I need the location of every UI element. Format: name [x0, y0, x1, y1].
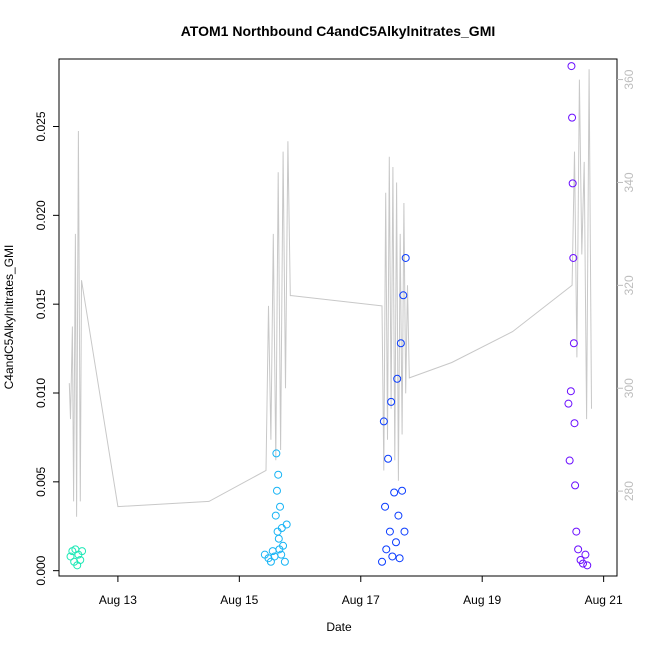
right-axis: 280 300 320 340 360	[617, 69, 636, 501]
data-point	[568, 113, 577, 122]
y2-tick-label: 340	[622, 172, 636, 192]
x-tick-label: Aug 19	[463, 593, 501, 607]
y2-tick-label: 320	[622, 275, 636, 295]
plot-frame	[58, 58, 618, 577]
x-tick-label: Aug 21	[585, 593, 623, 607]
x-tick-label: Aug 15	[220, 593, 258, 607]
left-axis: 0.000 0.005 0.010 0.015 0.020 0.025	[34, 111, 59, 586]
data-point	[566, 387, 575, 396]
y-tick-label: 0.000	[34, 555, 48, 585]
data-point	[279, 541, 288, 550]
data-point	[570, 419, 579, 428]
secondary-series-layer	[68, 69, 592, 517]
data-point	[76, 556, 85, 565]
data-point	[78, 547, 87, 556]
data-point	[379, 417, 388, 426]
data-point	[381, 502, 390, 511]
data-point	[272, 486, 281, 495]
data-point	[564, 399, 573, 408]
data-point	[385, 527, 394, 536]
data-point	[565, 456, 574, 465]
data-point	[388, 552, 397, 561]
data-point	[395, 554, 404, 563]
data-point	[400, 527, 409, 536]
data-point	[271, 511, 280, 520]
data-point	[382, 545, 391, 554]
data-point	[393, 374, 402, 383]
data-point	[569, 339, 578, 348]
bottom-axis: Aug 13 Aug 15 Aug 17 Aug 19 Aug 21	[99, 576, 623, 607]
data-point	[391, 538, 400, 547]
data-point	[378, 557, 387, 566]
data-point	[398, 486, 407, 495]
y-tick-label: 0.025	[34, 111, 48, 141]
chart-title: ATOM1 Northbound C4andC5Alkylnitrates_GM…	[181, 23, 496, 39]
data-point	[384, 454, 393, 463]
y-tick-label: 0.015	[34, 289, 48, 319]
y-tick-label: 0.010	[34, 378, 48, 408]
data-point	[569, 253, 578, 262]
data-point	[396, 339, 405, 348]
y-tick-label: 0.020	[34, 200, 48, 230]
x-axis-label: Date	[326, 620, 352, 634]
data-point	[568, 179, 577, 188]
data-point	[274, 534, 283, 543]
data-point	[567, 62, 576, 71]
data-point	[277, 550, 286, 559]
y2-tick-label: 360	[622, 69, 636, 89]
data-point	[574, 545, 583, 554]
data-point	[266, 557, 275, 566]
data-point	[571, 481, 580, 490]
secondary-series-line	[68, 69, 592, 517]
points-layer	[66, 62, 592, 570]
data-point	[572, 527, 581, 536]
data-point	[276, 502, 285, 511]
data-point	[583, 561, 592, 570]
x-tick-label: Aug 17	[342, 593, 380, 607]
data-point	[272, 449, 281, 458]
data-point	[274, 470, 283, 479]
data-point	[282, 520, 291, 529]
y-axis-label: C4andC5Alkylnitrates_GMI	[2, 245, 16, 390]
y2-tick-label: 280	[622, 481, 636, 501]
data-point	[387, 397, 396, 406]
data-point	[399, 291, 408, 300]
data-point	[581, 550, 590, 559]
data-point	[280, 557, 289, 566]
y2-tick-label: 300	[622, 378, 636, 398]
data-point	[578, 559, 587, 568]
data-point	[401, 253, 410, 262]
x-tick-label: Aug 13	[99, 593, 137, 607]
data-point	[66, 552, 75, 561]
y-tick-label: 0.005	[34, 466, 48, 496]
data-point	[394, 511, 403, 520]
data-point	[390, 488, 399, 497]
